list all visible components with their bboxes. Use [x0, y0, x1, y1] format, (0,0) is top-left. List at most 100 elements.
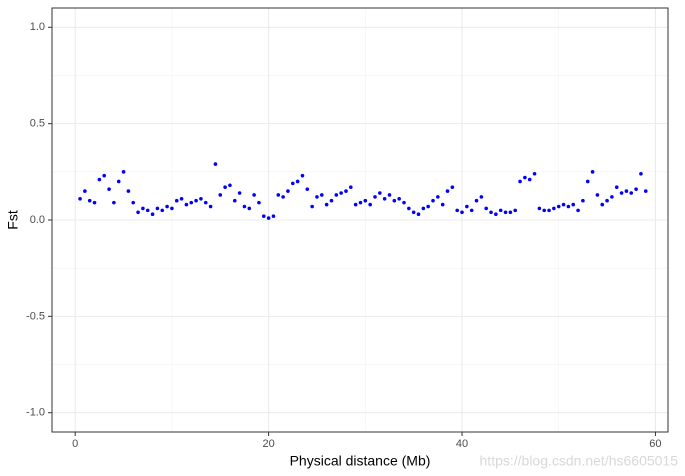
- point: [576, 208, 580, 213]
- point: [571, 202, 576, 207]
- y-axis-title: Fst: [5, 210, 21, 230]
- point: [281, 195, 285, 199]
- point: [208, 204, 213, 209]
- point: [465, 204, 469, 209]
- x-axis-title: Physical distance (Mb): [290, 453, 431, 469]
- point: [353, 202, 358, 207]
- point: [141, 206, 145, 211]
- point: [344, 189, 348, 193]
- point: [339, 191, 343, 195]
- point: [523, 175, 527, 180]
- point: [421, 206, 426, 211]
- point: [634, 187, 638, 191]
- point: [629, 191, 634, 195]
- point: [556, 204, 561, 209]
- point: [87, 198, 92, 203]
- point: [392, 198, 397, 203]
- point: [116, 179, 121, 184]
- point: [276, 193, 281, 197]
- point: [203, 200, 208, 205]
- point: [136, 210, 140, 215]
- point: [121, 170, 126, 174]
- point: [537, 206, 542, 211]
- point: [619, 191, 624, 195]
- point: [411, 210, 416, 215]
- point: [358, 200, 363, 205]
- point: [407, 206, 411, 211]
- point: [145, 208, 150, 213]
- point: [257, 200, 261, 205]
- point: [165, 204, 169, 209]
- point: [199, 197, 203, 201]
- point: [455, 208, 459, 213]
- axes: 0 20 40 60 -1.0 -0.5 0.0 0.5 1.0: [26, 21, 662, 450]
- point: [107, 187, 111, 191]
- point: [223, 185, 227, 190]
- points: [78, 162, 648, 220]
- point: [513, 208, 518, 213]
- point: [494, 212, 498, 217]
- point: [184, 202, 189, 207]
- point: [213, 162, 218, 166]
- point: [305, 187, 310, 191]
- point: [585, 179, 590, 184]
- point: [92, 200, 97, 205]
- point: [266, 216, 271, 220]
- point: [160, 208, 165, 213]
- y-tick-label: 0.5: [30, 118, 45, 130]
- point: [295, 179, 300, 184]
- point: [194, 198, 198, 203]
- point: [474, 198, 479, 203]
- point: [126, 189, 131, 193]
- point: [112, 200, 116, 205]
- point: [614, 185, 619, 190]
- point: [542, 208, 547, 213]
- point: [489, 210, 493, 215]
- point: [310, 204, 314, 209]
- point: [286, 189, 290, 193]
- point: [503, 210, 508, 215]
- point: [368, 202, 372, 207]
- x-tick-label: 20: [262, 438, 274, 450]
- point: [189, 200, 194, 205]
- point: [324, 202, 329, 207]
- point: [174, 198, 179, 203]
- point: [416, 212, 421, 217]
- point: [78, 197, 82, 201]
- point: [83, 189, 87, 193]
- x-tick-label: 40: [456, 438, 468, 450]
- point: [532, 171, 537, 176]
- point: [271, 214, 276, 218]
- point: [643, 189, 648, 193]
- x-tick-label: 0: [72, 438, 78, 450]
- point: [605, 198, 609, 203]
- y-tick-label: -1.0: [26, 407, 45, 419]
- point: [566, 204, 571, 209]
- point: [378, 191, 382, 195]
- point: [479, 195, 484, 199]
- point: [329, 198, 334, 203]
- point: [639, 171, 643, 176]
- point: [460, 210, 464, 215]
- point: [228, 183, 232, 188]
- point: [102, 173, 107, 178]
- point: [508, 210, 513, 215]
- grid: [52, 8, 668, 432]
- point: [320, 193, 324, 197]
- point: [382, 197, 387, 201]
- point: [247, 206, 252, 211]
- point: [150, 212, 155, 217]
- watermark: https://blog.csdn.net/hs6605015: [480, 453, 679, 469]
- point: [469, 208, 474, 213]
- point: [131, 200, 136, 205]
- point: [315, 195, 319, 199]
- point: [97, 177, 102, 182]
- x-tick-label: 60: [649, 438, 661, 450]
- point: [402, 200, 406, 205]
- point: [363, 198, 368, 203]
- point: [450, 185, 455, 190]
- point: [431, 198, 435, 203]
- point: [300, 173, 305, 178]
- point: [334, 193, 339, 197]
